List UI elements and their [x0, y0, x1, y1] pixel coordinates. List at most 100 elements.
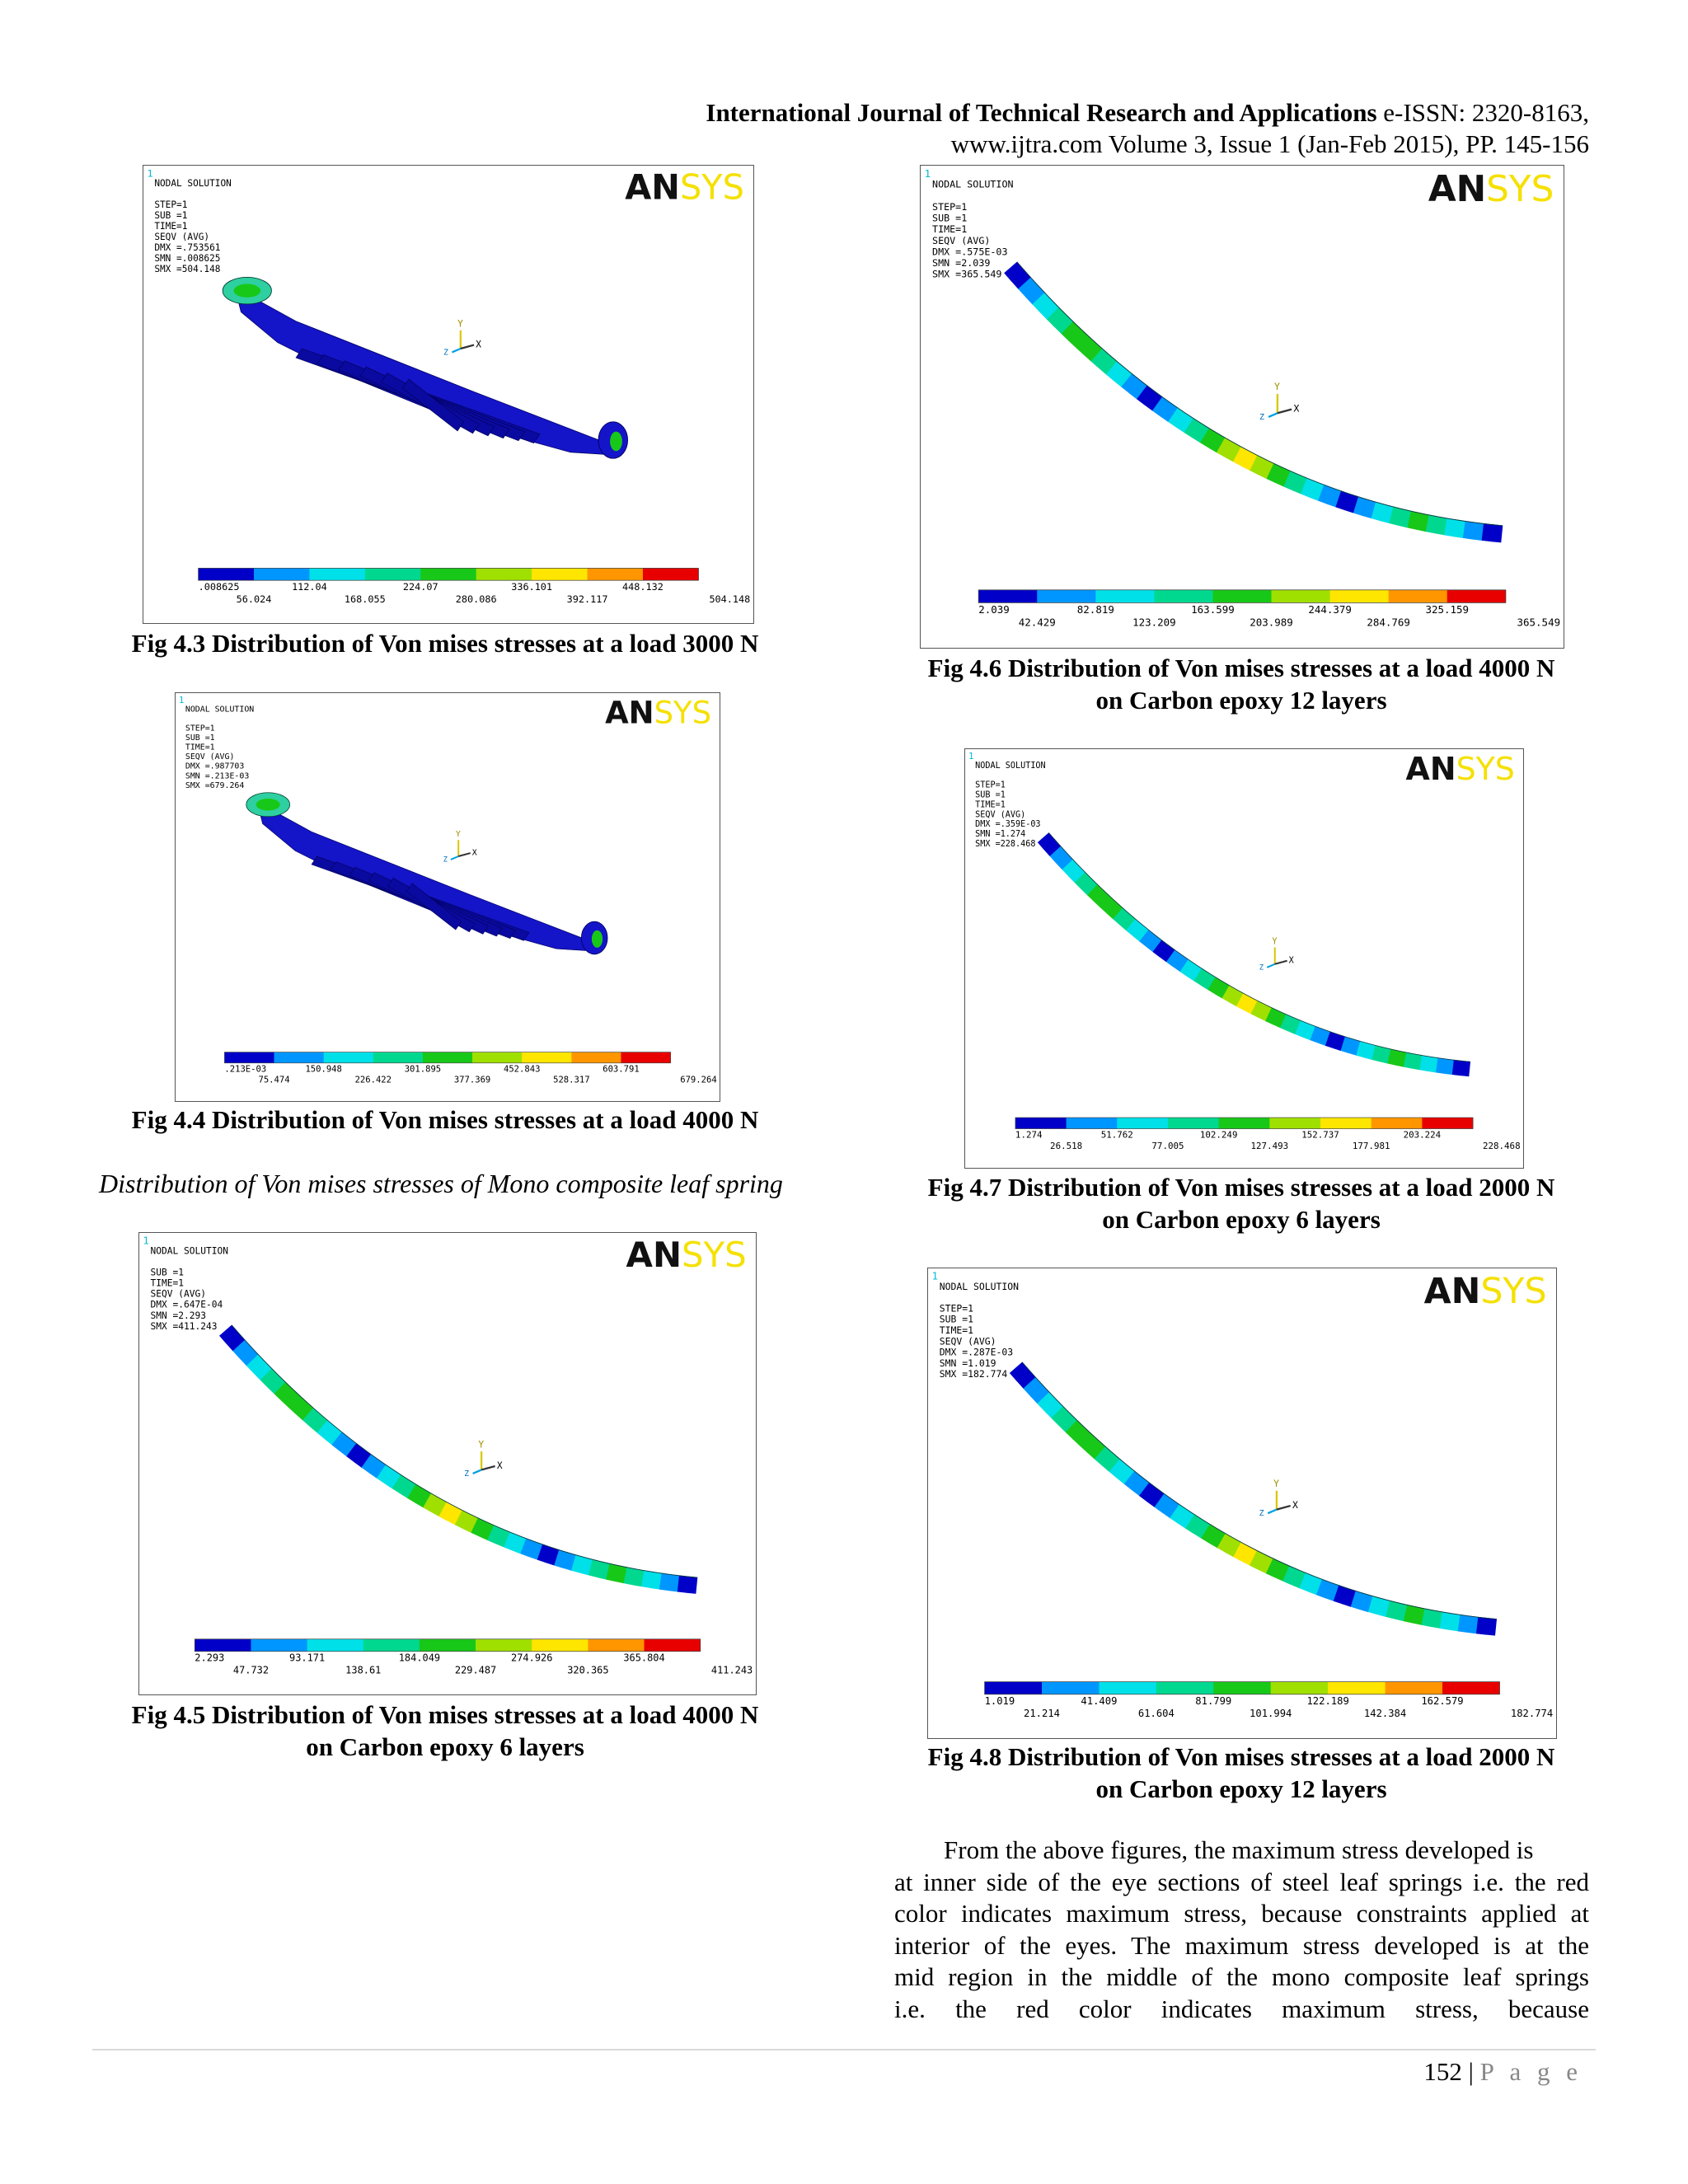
z-axis-label: Z — [1259, 964, 1264, 972]
legend-frame — [198, 568, 699, 581]
legend-label-bottom: 177.981 — [1353, 1141, 1390, 1151]
info-line: SEQV (AVG) — [940, 1335, 996, 1347]
ansys-logo: ANSYS — [1406, 751, 1515, 787]
legend-label-top: 2.039 — [978, 603, 1010, 616]
legend-swatch — [522, 1052, 572, 1063]
legend-frame — [984, 1681, 1500, 1695]
info-line: SMN =.213E-03 — [185, 771, 249, 780]
ansys-logo: ANSYS — [605, 695, 711, 730]
y-axis-label: Y — [1273, 1478, 1279, 1489]
legend-label-bottom: 75.474 — [258, 1076, 289, 1085]
figure-4-3: 1 NODAL SOLUTION STEP=1 SUB =1 TIME=1 SEQV (A… — [143, 165, 754, 624]
info-line: DMX =.753561 — [154, 242, 220, 253]
contour-legend: 1.274 51.762 102.249 152.737 203.224 26.518 77… — [1015, 1117, 1521, 1151]
z-axis-label: Z — [443, 856, 448, 865]
legend-swatch — [1154, 589, 1213, 603]
info-line: DMX =.647E-04 — [150, 1300, 223, 1310]
contour-legend: 1.019 41.409 81.799 122.189 162.579 21.214 61.… — [984, 1681, 1553, 1719]
info-line: SEQV (AVG) — [154, 232, 209, 242]
corner-mark: 1 — [147, 167, 152, 179]
leaf-edge — [231, 1324, 697, 1578]
ansys-logo: ANSYS — [625, 168, 744, 208]
info-line: STEP=1 — [932, 201, 967, 213]
info-line: DMX =.359E-03 — [975, 820, 1040, 829]
x-axis-line — [457, 852, 471, 857]
legend-swatch — [472, 1052, 523, 1063]
legend-swatch — [1320, 1118, 1372, 1129]
legend-swatch — [1042, 1681, 1100, 1694]
legend-label-top: 152.737 — [1301, 1129, 1339, 1140]
info-line: TIME=1 — [150, 1278, 184, 1289]
legend-label-bottom: 47.732 — [233, 1665, 269, 1676]
x-axis-label: X — [1293, 403, 1299, 415]
info-line: NODAL SOLUTION — [150, 1245, 228, 1256]
legend-label-bottom: 226.422 — [355, 1076, 392, 1085]
page-word: P a g e — [1479, 2057, 1582, 2086]
info-line: SUB =1 — [150, 1268, 184, 1278]
body-line: color indicates maximum stress, because … — [894, 1899, 1589, 1928]
body-line: i.e. the red color indicates maximum str… — [894, 1994, 1589, 2023]
legend-label-top: 301.895 — [405, 1064, 441, 1074]
legend-label-top: 122.189 — [1306, 1695, 1348, 1707]
right-eye-inner — [610, 431, 622, 452]
info-line: STEP=1 — [154, 199, 187, 210]
figure-4-8: 1 NODAL SOLUTION STEP=1 SUB =1 TIME=1 SEQV (A… — [927, 1268, 1557, 1739]
ansys-logo-sys: SYS — [1480, 1271, 1546, 1312]
legend-label-bottom: 280.086 — [456, 593, 497, 605]
legend-frame — [978, 589, 1507, 603]
legend-frame — [224, 1052, 671, 1064]
legend-swatch — [588, 1638, 645, 1652]
header-issue-line: www.ijtra.com Volume 3, Issue 1 (Jan-Feb… — [950, 129, 1589, 158]
journal-issn: e-ISSN: 2320-8163, — [1376, 98, 1589, 127]
info-line: SMX =182.774 — [940, 1368, 1008, 1380]
contour-legend: 2.293 93.171 184.049 274.926 365.804 47.732 13… — [194, 1638, 753, 1676]
legend-label-top: 365.804 — [623, 1652, 664, 1664]
ansys-logo-sys: SYS — [682, 1235, 747, 1275]
legend-label-bottom: 56.024 — [237, 593, 272, 605]
legend-swatch — [251, 1638, 307, 1652]
x-axis-line — [481, 1465, 495, 1471]
x-axis-line — [1274, 959, 1287, 965]
legend-swatch — [1328, 1681, 1386, 1694]
legend-swatch — [422, 1052, 473, 1063]
legend-label-top: 51.762 — [1101, 1129, 1133, 1140]
info-line: SUB =1 — [940, 1314, 973, 1325]
figure-4-7: 1 NODAL SOLUTION STEP=1 SUB =1 TIME=1 SEQV (A… — [964, 748, 1524, 1169]
legend-swatch — [1271, 589, 1330, 603]
ansys-logo-sys: SYS — [654, 695, 712, 730]
legend-swatch — [571, 1052, 621, 1063]
info-line: SMX =679.264 — [185, 781, 245, 790]
contour-segment — [1485, 1618, 1498, 1636]
contour-segment — [1491, 524, 1503, 543]
info-line: SMN =1.019 — [940, 1357, 996, 1369]
legend-swatch — [254, 568, 310, 581]
legend-label-top: 1.274 — [1015, 1129, 1043, 1140]
caption-line: Fig 4.5 Distribution of Von mises stress… — [131, 1700, 759, 1729]
corner-mark: 1 — [925, 167, 931, 180]
info-line: NODAL SOLUTION — [932, 179, 1014, 190]
legend-swatch — [309, 568, 366, 581]
legend-label-bottom: 142.384 — [1364, 1708, 1406, 1719]
legend-label-top: 112.04 — [292, 581, 327, 593]
leaf-spring-model — [1037, 832, 1471, 1077]
figure-4-5: 1 NODAL SOLUTION SUB =1 TIME=1 SEQV (AVG) DMX… — [138, 1232, 757, 1695]
info-line: SMN =2.039 — [932, 257, 990, 269]
right-eye-inner — [591, 930, 603, 948]
legend-label-bottom: 320.365 — [567, 1665, 608, 1676]
x-axis-label: X — [497, 1460, 503, 1471]
legend-swatch — [978, 589, 1038, 603]
legend-swatch — [984, 1681, 1043, 1694]
z-axis-line — [472, 1469, 482, 1474]
legend-label-top: 102.249 — [1200, 1129, 1238, 1140]
legend-swatch — [323, 1052, 374, 1063]
ansys-logo: ANSYS — [1424, 1271, 1547, 1312]
ansys-logo-an: AN — [1424, 1271, 1481, 1312]
axis-triad: Y X Z — [1259, 937, 1295, 972]
legend-swatch — [1037, 589, 1096, 603]
legend-label-bottom: 392.117 — [567, 593, 608, 605]
info-line: SMN =1.274 — [975, 830, 1025, 839]
leaf-spring-model — [246, 792, 608, 955]
z-axis-label: Z — [1259, 1509, 1264, 1518]
legend-swatch — [642, 568, 699, 581]
